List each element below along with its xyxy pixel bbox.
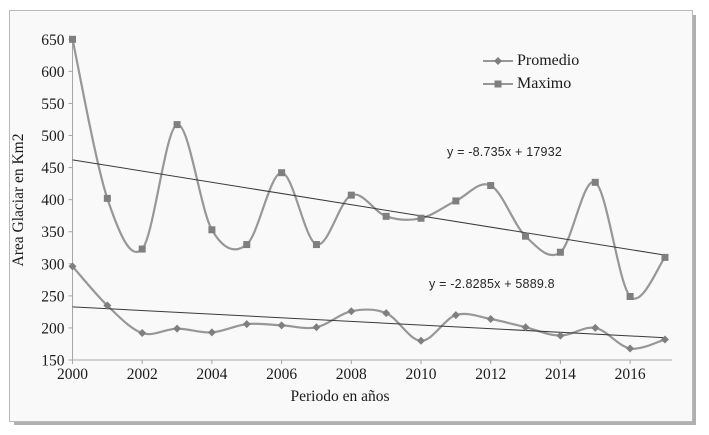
- diamond-marker: [207, 328, 216, 337]
- chart-legend: Promedio Maximo: [483, 49, 579, 95]
- diamond-marker: [68, 262, 77, 271]
- glacier-area-line-chart: 150 200 250 300 350 400 450 500 550 600 650 2000 200…: [10, 32, 672, 405]
- square-marker: [243, 241, 251, 249]
- square-marker: [138, 245, 146, 253]
- y-tick-label: 150: [41, 353, 65, 370]
- y-tick-label: 500: [41, 128, 65, 145]
- markers-maximo: [69, 35, 669, 301]
- square-marker: [69, 35, 76, 43]
- square-marker: [208, 226, 216, 234]
- diamond-marker: [591, 323, 600, 332]
- diamond-marker: [521, 323, 530, 332]
- diamond-marker: [103, 301, 112, 310]
- maximo-line-marker-icon: [483, 80, 513, 87]
- diamond-marker: [486, 314, 495, 323]
- y-tick-label: 600: [41, 64, 65, 81]
- x-axis-title: Periodo en años: [290, 388, 389, 405]
- diamond-marker: [277, 321, 286, 330]
- square-marker: [452, 197, 460, 205]
- square-marker: [278, 169, 286, 177]
- y-tick-label: 650: [41, 32, 65, 49]
- x-tick-label: 2000: [57, 366, 88, 383]
- promedio-trendline-equation: y = -2.8285x + 5889.8: [429, 277, 555, 291]
- diamond-marker: [660, 335, 669, 344]
- y-tick-label: 400: [41, 192, 65, 209]
- x-tick-label: 2016: [615, 366, 646, 383]
- square-marker: [591, 178, 599, 186]
- x-tick-label: 2014: [545, 366, 576, 383]
- legend-item-promedio: Promedio: [483, 49, 579, 72]
- y-axis-title: Area Glaciar en Km2: [10, 134, 27, 267]
- diamond-marker: [312, 323, 321, 332]
- diamond-marker: [138, 329, 147, 338]
- maximo-trendline-equation: y = -8.735x + 17932: [447, 145, 562, 159]
- y-tick-label: 550: [41, 96, 65, 113]
- diamond-marker: [417, 336, 425, 345]
- y-tick-label: 200: [41, 320, 65, 337]
- square-marker: [312, 241, 320, 249]
- diamond-marker: [382, 309, 391, 318]
- x-tick-label: 2012: [475, 366, 506, 383]
- square-marker: [173, 121, 181, 129]
- legend-item-maximo: Maximo: [483, 72, 579, 95]
- diamond-marker: [451, 311, 460, 320]
- square-marker: [556, 248, 564, 256]
- trendline-maximo: [72, 159, 666, 256]
- square-marker: [522, 232, 530, 240]
- diamond-marker: [347, 307, 356, 316]
- diamond-marker: [556, 331, 565, 340]
- legend-label-promedio: Promedio: [517, 51, 580, 69]
- diamond-marker: [242, 320, 251, 329]
- y-tick-label: 450: [41, 160, 65, 177]
- square-marker: [661, 253, 669, 261]
- chart-frame: 150 200 250 300 350 400 450 500 550 600 650 2000 200…: [9, 10, 693, 422]
- x-tick-label: 2004: [196, 366, 227, 383]
- square-marker: [103, 194, 111, 202]
- x-tick-label: 2010: [406, 366, 437, 383]
- x-tick-label: 2008: [336, 366, 367, 383]
- y-tick-label: 300: [41, 256, 65, 273]
- y-tick-label: 350: [41, 224, 65, 241]
- square-marker: [417, 214, 425, 222]
- square-marker: [382, 212, 390, 220]
- promedio-line-marker-icon: [483, 56, 513, 65]
- x-tick-label: 2002: [127, 366, 158, 383]
- axes: 150 200 250 300 350 400 450 500 550 600 650 2000 200…: [41, 32, 672, 383]
- trendline-promedio: [72, 306, 665, 339]
- y-tick-label: 250: [41, 288, 65, 305]
- diamond-marker: [626, 344, 635, 353]
- series-line-promedio: [71, 265, 667, 350]
- x-tick-label: 2006: [266, 366, 297, 383]
- markers-promedio: [68, 262, 669, 353]
- legend-label-maximo: Maximo: [517, 74, 572, 92]
- square-marker: [626, 293, 634, 301]
- diamond-marker: [173, 324, 182, 333]
- square-marker: [347, 191, 355, 199]
- square-marker: [487, 182, 495, 190]
